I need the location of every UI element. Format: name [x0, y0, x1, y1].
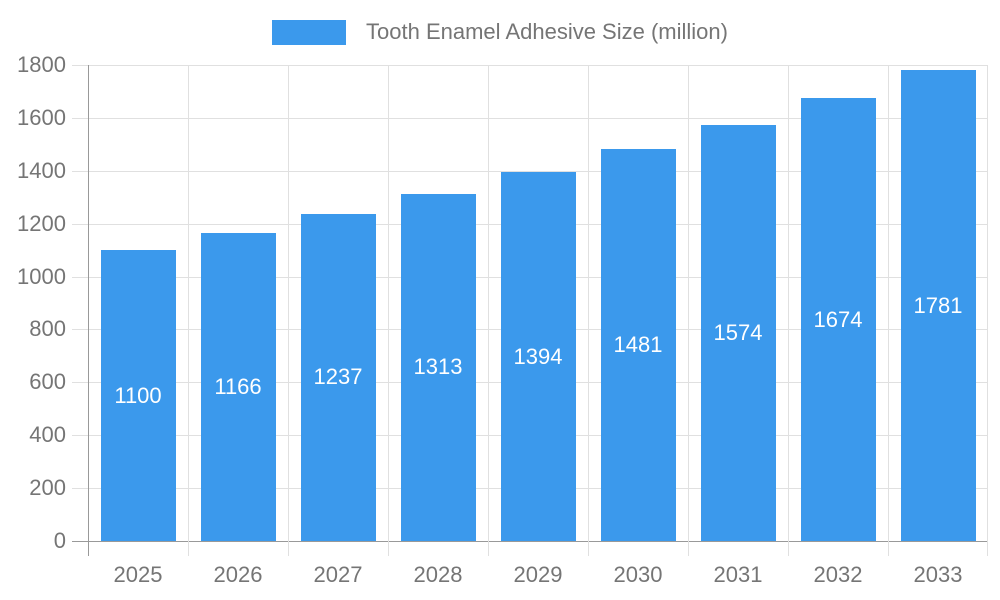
legend-label: Tooth Enamel Adhesive Size (million): [366, 19, 728, 44]
vertical-gridline: [688, 65, 689, 556]
x-tick-label: 2032: [813, 562, 863, 587]
x-axis-line: [72, 541, 988, 542]
bar-value-label: 1237: [313, 364, 363, 390]
bar: [500, 172, 576, 541]
horizontal-gridline: [72, 65, 988, 66]
bar: [600, 149, 676, 541]
x-tick-label: 2028: [413, 562, 463, 587]
bar-value-label: 1674: [813, 306, 863, 332]
x-tick-label: 2030: [613, 562, 663, 587]
y-tick-label: 1600: [17, 104, 66, 130]
legend[interactable]: Tooth Enamel Adhesive Size (million): [0, 12, 1000, 52]
y-tick-label: 1200: [17, 210, 66, 236]
bar: [900, 70, 976, 541]
y-tick-label: 400: [29, 422, 66, 448]
vertical-gridline: [188, 65, 189, 556]
y-tick-label: 1400: [17, 157, 66, 183]
vertical-gridline: [987, 65, 988, 556]
bar-value-label: 1481: [613, 332, 663, 358]
bar-value-label: 1394: [513, 343, 563, 369]
vertical-gridline: [288, 65, 289, 556]
y-tick-label: 200: [29, 475, 66, 501]
y-axis-line: [88, 65, 89, 556]
x-tick-label: 2031: [713, 562, 763, 587]
bar: [700, 124, 776, 541]
vertical-gridline: [888, 65, 889, 556]
plot-area: 1100 1166 1237 1313 1394 1481 1574 1674 1781: [72, 65, 988, 556]
y-tick-label: 1000: [17, 263, 66, 289]
bar: [400, 193, 476, 541]
bar: [800, 98, 876, 541]
vertical-gridline: [488, 65, 489, 556]
bar-value-label: 1100: [114, 382, 162, 408]
x-tick-label: 2025: [113, 562, 163, 587]
bar: [300, 213, 376, 541]
bar-value-label: 1166: [214, 373, 262, 399]
y-tick-label: 800: [29, 316, 66, 342]
vertical-gridline: [588, 65, 589, 556]
bar: [200, 232, 276, 541]
legend-swatch: [272, 19, 347, 45]
x-tick-label: 2026: [213, 562, 263, 587]
bar-value-label: 1313: [413, 354, 463, 380]
x-tick-label: 2027: [313, 562, 363, 587]
vertical-gridline: [388, 65, 389, 556]
vertical-gridline: [788, 65, 789, 556]
y-tick-label: 600: [29, 369, 66, 395]
horizontal-gridline: [72, 117, 988, 119]
x-tick-label: 2033: [913, 562, 963, 587]
bar-value-label: 1574: [713, 319, 763, 345]
y-tick-label: 1800: [17, 52, 66, 77]
x-tick-label: 2029: [513, 562, 563, 587]
bar-value-label: 1781: [913, 292, 963, 318]
bar: [100, 250, 176, 541]
horizontal-gridline: [72, 170, 988, 172]
y-tick-label: 0: [53, 528, 66, 553]
